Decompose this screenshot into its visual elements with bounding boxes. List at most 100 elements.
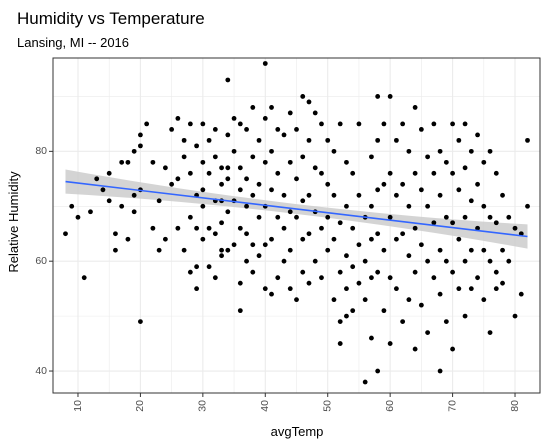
data-point: [244, 176, 249, 182]
data-point: [506, 258, 512, 264]
data-point: [437, 291, 443, 297]
data-point: [525, 137, 530, 143]
x-tick-label: 80: [509, 400, 521, 412]
data-point: [219, 220, 224, 226]
data-point: [200, 236, 206, 242]
data-point: [237, 121, 243, 127]
data-point: [231, 242, 237, 248]
data-point: [493, 286, 499, 292]
data-point: [356, 121, 362, 127]
data-point: [256, 137, 262, 143]
x-tick-label: 20: [134, 400, 146, 412]
x-tick-label: 60: [384, 400, 396, 412]
data-point: [262, 159, 268, 165]
data-point: [294, 126, 299, 132]
data-point: [450, 121, 455, 127]
data-point: [369, 275, 374, 281]
data-point: [443, 258, 449, 264]
data-point: [125, 159, 131, 165]
data-point: [206, 264, 212, 270]
data-point: [131, 209, 137, 215]
data-point: [150, 159, 156, 165]
data-point: [212, 231, 218, 237]
data-point: [300, 94, 306, 99]
data-point: [475, 225, 480, 231]
y-tick-label: 80: [35, 145, 47, 157]
data-point: [300, 236, 306, 242]
x-tick-label: 70: [446, 400, 458, 412]
data-point: [356, 280, 362, 286]
data-point: [244, 231, 249, 237]
data-point: [512, 225, 518, 231]
data-point: [381, 181, 387, 187]
data-point: [306, 280, 312, 286]
data-point: [225, 165, 231, 171]
x-tick-label: 40: [259, 400, 271, 412]
data-point: [250, 242, 256, 248]
data-point: [493, 170, 499, 176]
data-point: [138, 132, 143, 138]
data-point: [300, 198, 306, 204]
data-point: [100, 187, 106, 193]
data-point: [493, 269, 499, 275]
data-point: [131, 148, 137, 154]
data-point: [325, 214, 331, 220]
data-point: [256, 214, 262, 220]
data-point: [456, 137, 462, 143]
y-tick-label: 40: [35, 365, 47, 377]
data-point: [481, 297, 487, 303]
data-point: [362, 297, 368, 303]
data-point: [418, 242, 424, 248]
data-point: [500, 247, 505, 253]
data-point: [194, 286, 200, 292]
data-point: [412, 269, 418, 275]
data-point: [187, 214, 193, 220]
data-point: [387, 341, 393, 346]
data-point: [450, 269, 455, 275]
plot-panel: 10 20 30 40 50 60 70 80 40 60 80: [35, 57, 541, 412]
data-point: [418, 187, 424, 193]
data-point: [269, 148, 274, 154]
data-point: [387, 94, 393, 99]
data-point: [331, 297, 337, 303]
data-point: [375, 368, 381, 374]
data-point: [331, 236, 337, 242]
data-point: [475, 181, 480, 187]
data-point: [431, 121, 437, 127]
data-point: [231, 116, 237, 121]
data-point: [131, 192, 137, 198]
data-point: [431, 275, 437, 281]
data-point: [487, 148, 493, 154]
data-point: [443, 159, 449, 165]
data-point: [375, 94, 381, 99]
data-point: [462, 214, 468, 220]
data-point: [475, 132, 480, 138]
data-point: [256, 253, 262, 259]
data-point: [475, 275, 480, 281]
trend-line: [65, 180, 528, 238]
data-point: [337, 220, 343, 226]
data-point: [306, 137, 312, 143]
data-point: [437, 192, 443, 198]
data-point: [306, 192, 312, 198]
data-point: [450, 220, 455, 226]
data-point: [250, 105, 256, 110]
data-point: [456, 286, 462, 292]
data-point: [294, 214, 299, 220]
data-point: [362, 258, 368, 264]
data-point: [244, 126, 249, 132]
data-point: [200, 121, 206, 127]
data-point: [344, 313, 349, 319]
data-point: [462, 258, 468, 264]
data-point: [113, 231, 118, 237]
y-axis-label: Relative Humidity: [6, 171, 21, 273]
data-point: [250, 192, 256, 198]
chart-title: Humidity vs Temperature: [17, 9, 205, 28]
data-point: [262, 116, 268, 121]
data-point: [337, 341, 343, 346]
x-tick-label: 10: [72, 400, 84, 412]
data-point: [138, 319, 143, 325]
data-point: [381, 247, 387, 253]
data-point: [518, 291, 524, 297]
